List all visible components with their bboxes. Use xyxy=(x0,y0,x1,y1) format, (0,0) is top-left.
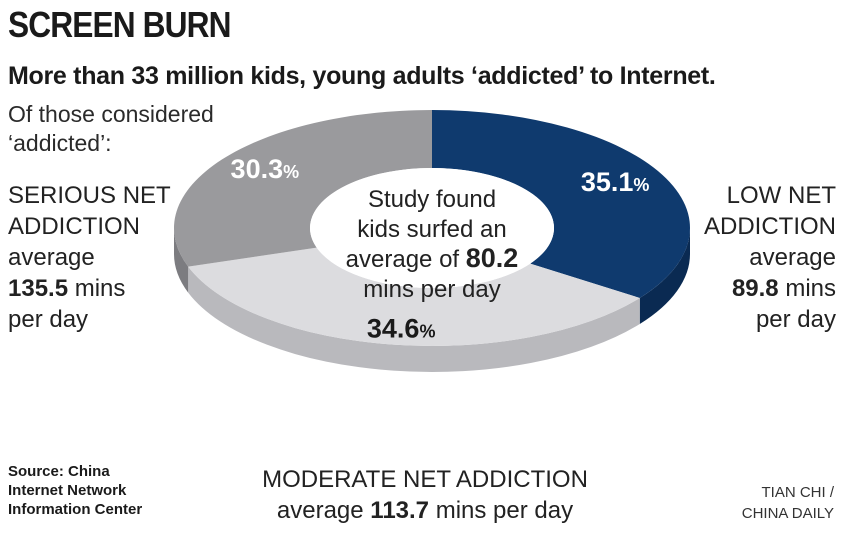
center-text-line-3: average of 80.2 xyxy=(346,243,519,273)
source-line-3: Information Center xyxy=(8,501,143,518)
intro-text: Of those considered ‘addicted’: xyxy=(8,100,214,158)
center-text-line-1: Study found xyxy=(368,186,496,213)
slice-label-serious-net-addiction: 30.3% xyxy=(231,154,300,184)
credit-line-1: TIAN CHI / xyxy=(761,484,834,501)
moderate-addiction-label: MODERATE NET ADDICTION average 113.7 min… xyxy=(225,464,625,526)
slice-label-moderate-net-addiction: 34.6% xyxy=(367,314,436,344)
slice-side-serious-net-addiction xyxy=(174,228,189,293)
moderate-label-line-1: MODERATE NET ADDICTION xyxy=(262,466,588,493)
source-line-1: Source: China xyxy=(8,463,110,480)
serious-label-line-5: per day xyxy=(8,306,89,333)
intro-line-2: ‘addicted’: xyxy=(8,130,112,156)
serious-label-line-3: average xyxy=(8,244,95,271)
slice-moderate-net-addiction xyxy=(188,247,640,346)
low-label-line-5: per day xyxy=(755,306,836,333)
slice-serious-net-addiction xyxy=(173,110,432,267)
serious-addiction-label: SERIOUS NET ADDICTION average 135.5 mins… xyxy=(8,180,171,335)
center-text-line-2: kids surfed an xyxy=(357,216,506,243)
credit-line-2: CHINA DAILY xyxy=(741,505,834,522)
source-line-2: Internet Network xyxy=(8,482,127,499)
moderate-label-suffix: mins per day xyxy=(435,497,574,524)
serious-minutes-unit: mins xyxy=(74,275,126,302)
donut-hole xyxy=(310,168,554,288)
source-note: Source: China Internet Network Informati… xyxy=(8,462,142,519)
serious-label-line-1: SERIOUS NET xyxy=(8,182,171,209)
slice-side-moderate-net-addiction xyxy=(188,266,640,372)
chart-subtitle: More than 33 million kids, young adults … xyxy=(8,62,716,90)
serious-minutes-value: 135.5 xyxy=(8,275,69,302)
center-text-line-4: mins per day xyxy=(363,276,500,303)
moderate-label-prefix: average xyxy=(276,497,364,524)
serious-label-line-2: ADDICTION xyxy=(8,213,140,240)
low-minutes-unit: mins xyxy=(785,275,836,302)
slice-low-net-addiction xyxy=(432,110,690,298)
low-label-line-3: average xyxy=(749,244,836,271)
low-label-line-2: ADDICTION xyxy=(704,213,836,240)
moderate-minutes-value: 113.7 xyxy=(370,497,430,524)
intro-line-1: Of those considered xyxy=(8,101,214,127)
slice-label-low-net-addiction: 35.1% xyxy=(581,167,650,197)
slice-side-low-net-addiction xyxy=(639,228,690,324)
low-addiction-label: LOW NET ADDICTION average 89.8 mins per … xyxy=(704,180,836,335)
credit-note: TIAN CHI / CHINA DAILY xyxy=(742,482,834,524)
low-label-line-1: LOW NET xyxy=(726,182,836,209)
low-minutes-value: 89.8 xyxy=(731,275,779,302)
chart-title: SCREEN BURN xyxy=(8,4,232,45)
